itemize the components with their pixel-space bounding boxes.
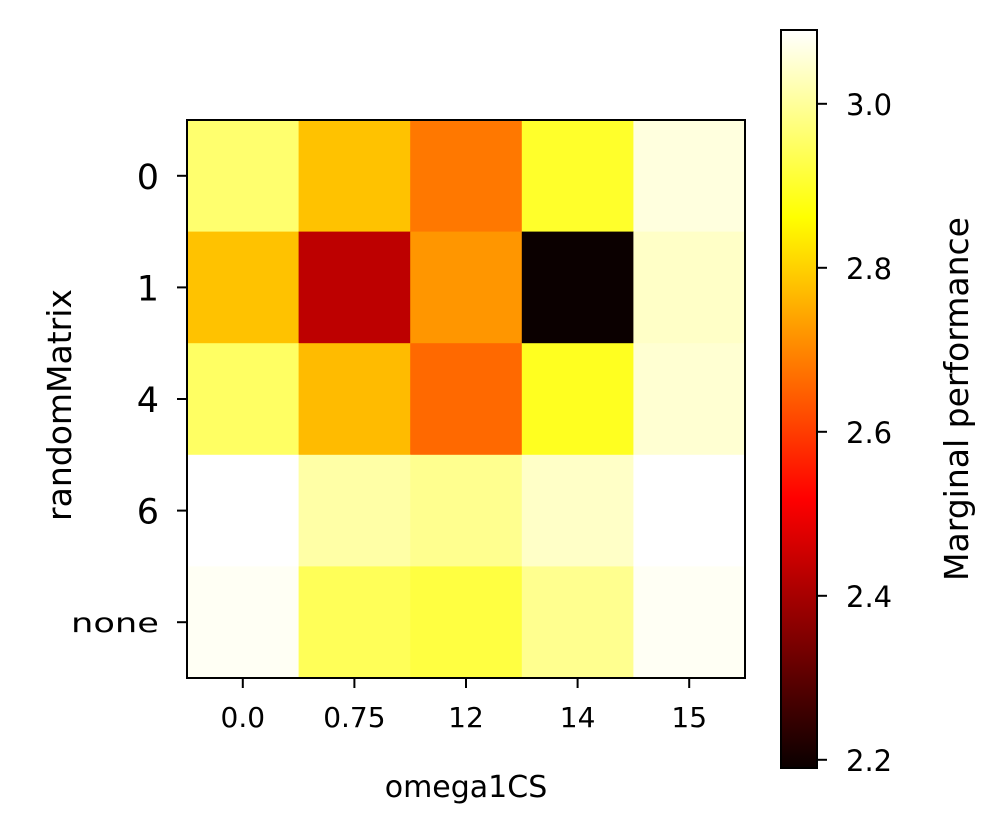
heatmap-cell bbox=[633, 566, 746, 679]
y-tick-label: none bbox=[71, 608, 159, 639]
x-axis-label: omega1CS bbox=[385, 770, 548, 805]
heatmap-cell bbox=[298, 343, 411, 456]
heatmap-cell bbox=[633, 231, 746, 344]
colorbar-label: Marginal performance bbox=[937, 217, 976, 581]
heatmap-cell bbox=[410, 120, 523, 233]
heatmap-cell bbox=[187, 454, 300, 567]
heatmap-cell bbox=[298, 231, 411, 344]
heatmap-cell bbox=[410, 343, 523, 456]
heatmap-cell bbox=[633, 454, 746, 567]
colorbar-ticks: 2.2 2.4 2.6 2.8 3.0 bbox=[817, 88, 892, 778]
y-tick-label: 6 bbox=[137, 493, 159, 533]
heatmap-cell bbox=[410, 231, 523, 344]
heatmap-cell bbox=[521, 566, 634, 679]
x-tick-label: 14 bbox=[560, 701, 596, 734]
heatmap-cell bbox=[521, 231, 634, 344]
y-tick-label: 4 bbox=[137, 381, 159, 421]
y-tick-label: 1 bbox=[137, 269, 159, 309]
colorbar-tick-label: 3.0 bbox=[846, 88, 892, 122]
x-tick-label: 12 bbox=[448, 701, 484, 734]
x-axis-ticks: 0.0 0.75 12 14 15 bbox=[221, 678, 707, 734]
heatmap-cell bbox=[187, 566, 300, 679]
heatmap-cells bbox=[187, 120, 746, 679]
heatmap-cell bbox=[187, 120, 300, 233]
heatmap-cell bbox=[633, 120, 746, 233]
colorbar-tick-label: 2.8 bbox=[846, 252, 892, 286]
y-axis-ticks: 0 1 4 6 none bbox=[71, 158, 187, 639]
heatmap-cell bbox=[187, 343, 300, 456]
x-tick-label: 0.0 bbox=[221, 701, 266, 734]
heatmap-cell bbox=[410, 566, 523, 679]
heatmap-cell bbox=[410, 454, 523, 567]
heatmap-cell bbox=[521, 120, 634, 233]
heatmap-cell bbox=[521, 454, 634, 567]
y-tick-label: 0 bbox=[137, 158, 159, 198]
heatmap-cell bbox=[298, 120, 411, 233]
colorbar bbox=[780, 29, 818, 769]
colorbar-tick-label: 2.2 bbox=[846, 744, 892, 778]
x-tick-label: 15 bbox=[671, 701, 707, 734]
heatmap-cell bbox=[633, 343, 746, 456]
heatmap-cell bbox=[298, 454, 411, 567]
heatmap-cell bbox=[187, 231, 300, 344]
heatmap-cell bbox=[521, 343, 634, 456]
colorbar-tick-label: 2.4 bbox=[846, 580, 892, 614]
x-tick-label: 0.75 bbox=[323, 701, 385, 734]
heatmap-cell bbox=[298, 566, 411, 679]
y-axis-label: randomMatrix bbox=[40, 289, 79, 521]
colorbar-tick-label: 2.6 bbox=[846, 416, 892, 450]
